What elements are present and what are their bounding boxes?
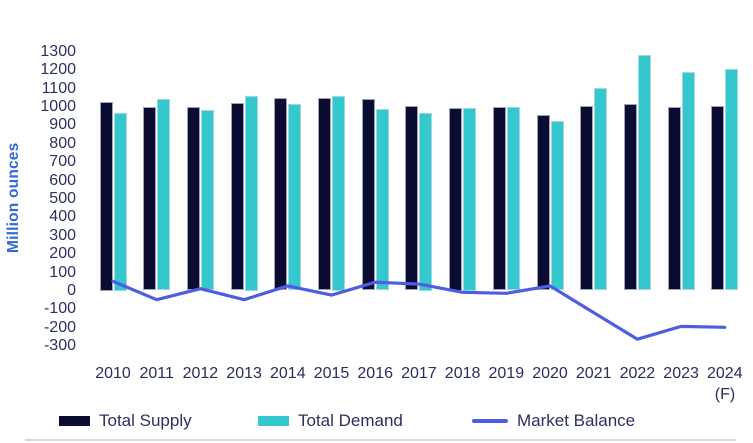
y-tick-label: 900: [49, 116, 76, 134]
total-demand-bar: [332, 95, 345, 291]
y-tick-label: 1300: [40, 42, 76, 60]
total-supply-bar: [536, 114, 550, 291]
total-supply-bar: [711, 105, 725, 291]
y-tick-label: 600: [49, 171, 76, 189]
total-supply-bar: [623, 103, 637, 291]
y-tick-label: -100: [43, 300, 76, 318]
x-axis-year-label: 2014: [270, 365, 306, 382]
market-balance-swatch: [472, 419, 508, 423]
total-demand-bar: [594, 88, 608, 291]
total-supply-bar: [230, 102, 244, 291]
y-tick-label: -300: [43, 337, 76, 355]
y-tick-label: 1000: [40, 98, 76, 116]
x-axis-year-label: 2012: [182, 365, 219, 382]
x-axis-year-label: 2018: [444, 365, 481, 382]
total-supply-bar: [405, 105, 419, 291]
x-axis-year-label: 2019: [488, 365, 525, 382]
market-balance-line: [111, 279, 727, 341]
x-axis-year-label: 2010: [95, 365, 131, 382]
total-supply-swatch: [59, 416, 90, 426]
y-tick-label: 1100: [41, 79, 76, 97]
y-tick-label: 500: [49, 190, 76, 208]
legend-item-total-supply: Total Supply: [59, 408, 192, 434]
total-demand-bar: [375, 109, 389, 291]
y-tick-label: 0: [67, 282, 76, 299]
total-demand-bar: [419, 113, 433, 291]
total-supply-bar: [361, 99, 375, 291]
y-tick-label: 100: [49, 263, 76, 281]
total-supply-bar: [580, 105, 594, 291]
total-demand-swatch: [258, 416, 289, 426]
total-demand-bar: [725, 68, 739, 291]
total-supply-bar: [99, 102, 113, 291]
x-axis-year-label: 2021: [575, 365, 612, 382]
y-tick-label: 200: [49, 245, 76, 263]
y-tick-label: -200: [43, 318, 76, 336]
x-axis-year-label: 2020: [532, 365, 568, 382]
y-tick-label: 800: [49, 134, 76, 152]
legend-label-total-demand: Total Demand: [298, 411, 403, 430]
bottom-divider: [25, 439, 736, 441]
y-tick-label: 400: [49, 208, 76, 226]
total-demand-bar: [113, 113, 127, 291]
total-demand-bar: [288, 103, 302, 291]
total-supply-bar: [274, 98, 288, 291]
x-axis-year-label: 2022: [619, 365, 656, 382]
x-axis-year-label: 2016: [357, 365, 393, 382]
total-demand-bar: [637, 55, 651, 291]
total-supply-bar: [143, 106, 157, 291]
total-supply-bar: [667, 106, 681, 291]
x-axis-year-label: 2015: [313, 365, 350, 382]
legend-item-total-demand: Total Demand: [258, 408, 403, 434]
total-demand-bar: [463, 107, 477, 291]
y-tick-label: 300: [49, 226, 76, 244]
x-axis-year-label: 2024: [707, 365, 743, 382]
y-tick-label: 700: [49, 153, 76, 171]
x-axis-year-label: 2013: [226, 365, 262, 382]
x-axis-year-label: 2017: [401, 365, 437, 382]
total-supply-bar: [318, 98, 331, 291]
total-demand-bar: [157, 99, 171, 291]
total-demand-bar: [506, 106, 520, 291]
legend: Total Supply Total Demand Market Balance: [0, 408, 753, 434]
legend-item-market-balance: Market Balance: [472, 408, 635, 434]
total-demand-bar: [244, 95, 258, 291]
legend-label-total-supply: Total Supply: [99, 411, 192, 430]
legend-label-market-balance: Market Balance: [517, 411, 636, 430]
forecast-note: (F): [714, 386, 736, 403]
x-axis-year-label: 2011: [139, 365, 174, 382]
total-supply-bar: [492, 106, 506, 291]
total-demand-bar: [681, 71, 695, 291]
x-axis-year-label: 2023: [663, 365, 699, 382]
y-tick-label: 1200: [40, 61, 76, 79]
